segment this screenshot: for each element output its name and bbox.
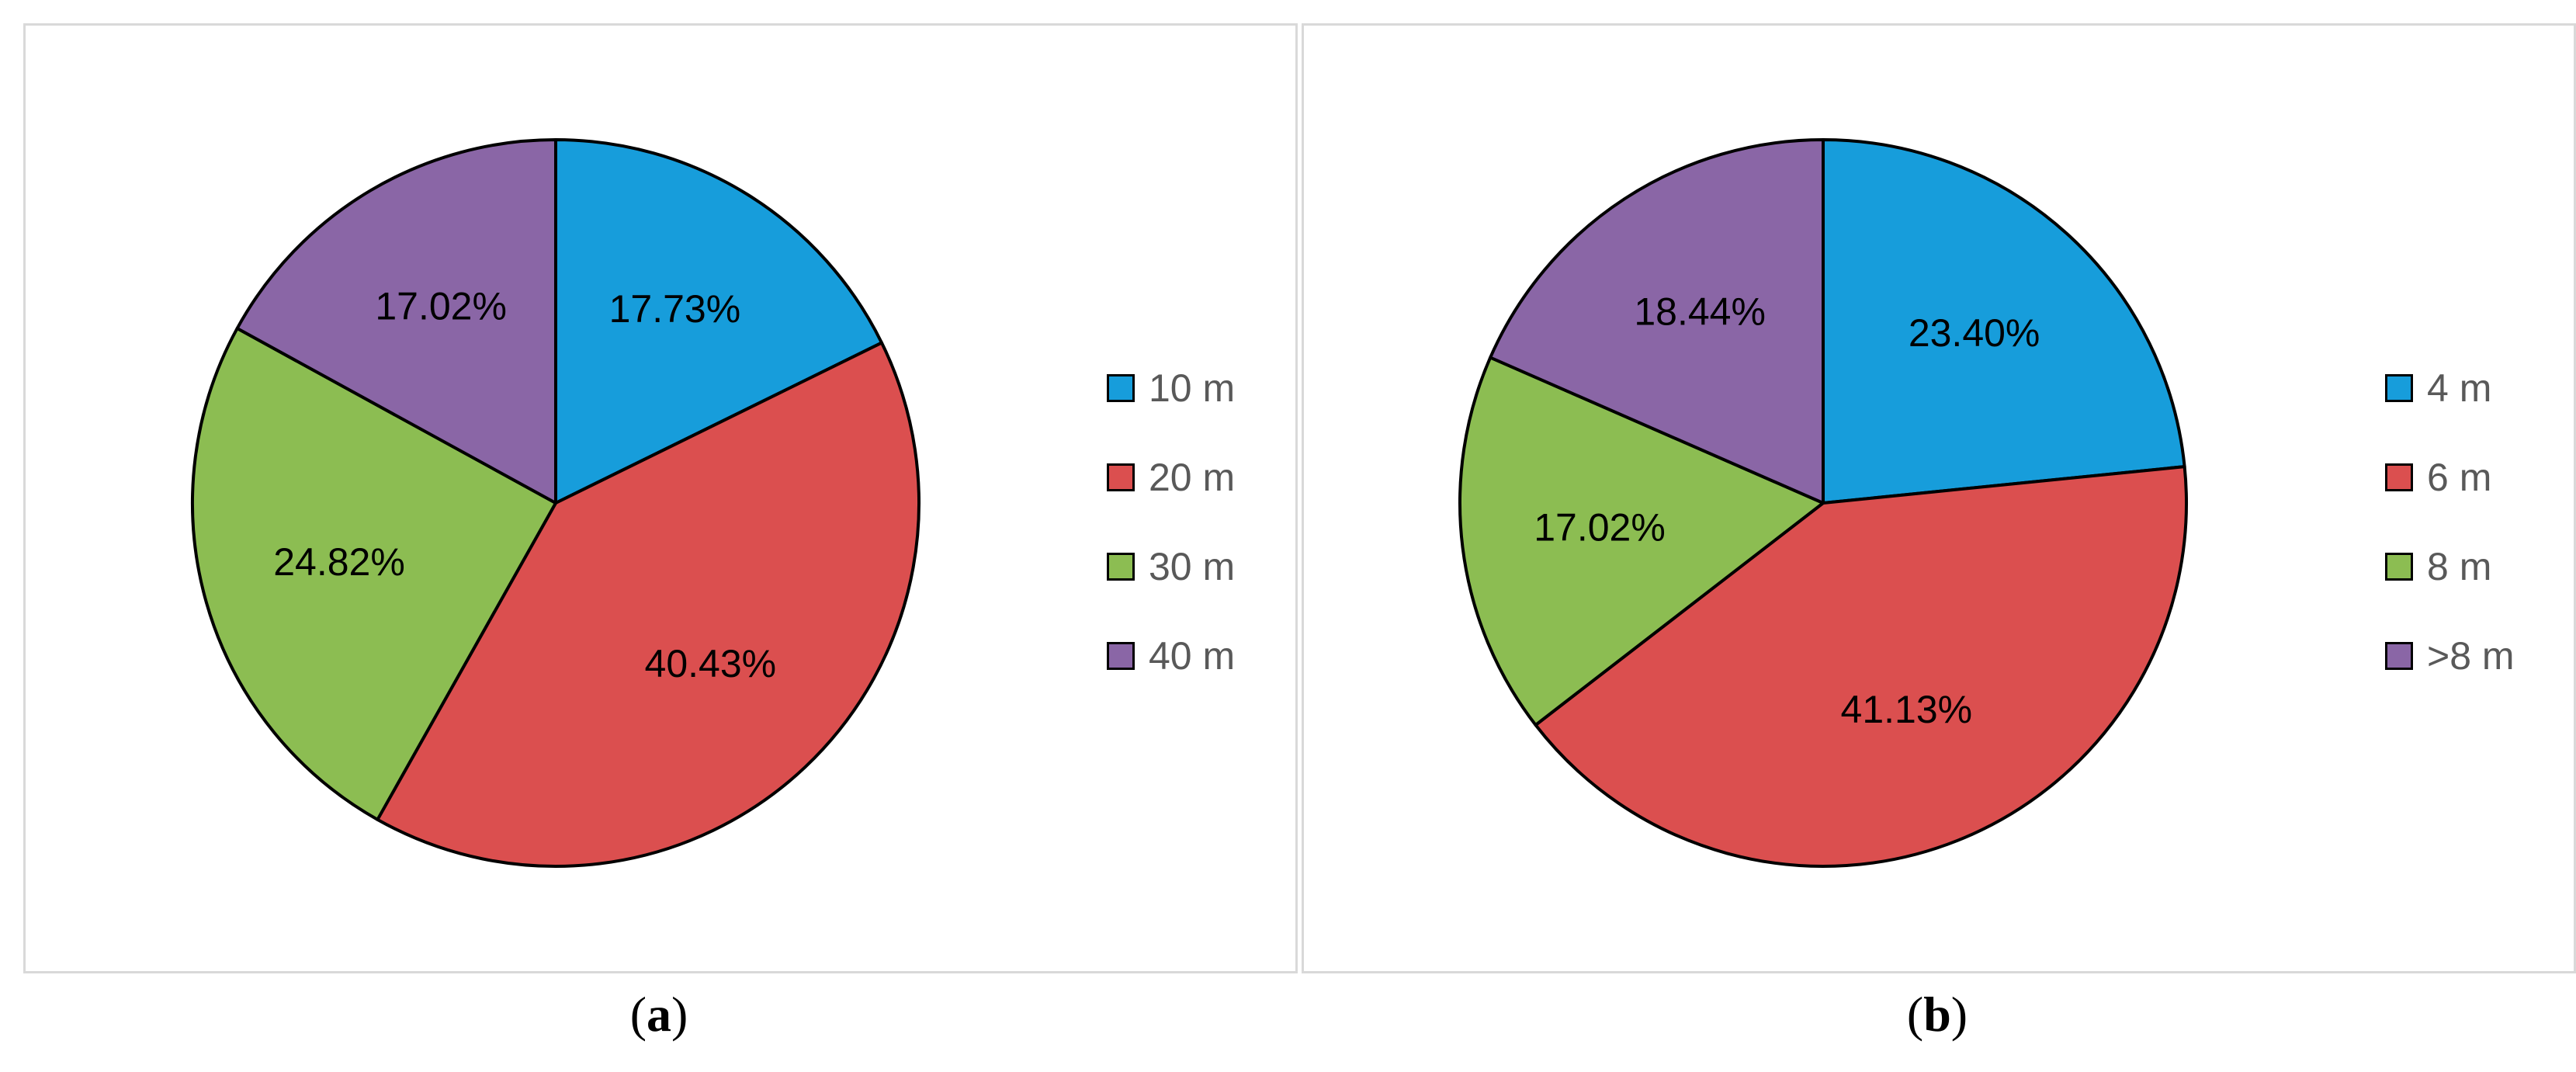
- legend-a: 10 m 20 m 30 m 40 m: [1107, 357, 1235, 714]
- chart-panel-a: 17.73% 40.43% 24.82% 17.02% 10 m 20 m 30 m …: [23, 23, 1298, 973]
- pie-slice: [1534, 465, 2188, 868]
- data-label: 17.02%: [1534, 506, 1666, 550]
- data-label: 40.43%: [645, 642, 777, 685]
- pie-slice: [376, 341, 920, 868]
- pie-chart-a: 17.73% 40.43% 24.82% 17.02%: [191, 138, 920, 868]
- legend-item: >8 m: [2385, 625, 2515, 714]
- pie-slice: [235, 138, 557, 505]
- legend-swatch: [1107, 642, 1135, 670]
- legend-label: 8 m: [2427, 545, 2492, 588]
- legend-item: 4 m: [2385, 357, 2515, 446]
- data-label: 41.13%: [1841, 688, 1973, 731]
- caption-b: (b): [1906, 987, 1968, 1042]
- legend-item: 8 m: [2385, 536, 2515, 625]
- legend-label: 20 m: [1149, 456, 1236, 499]
- legend-item: 20 m: [1107, 446, 1235, 536]
- legend-label: 40 m: [1149, 634, 1236, 678]
- legend-swatch: [1107, 553, 1135, 581]
- legend-item: 6 m: [2385, 446, 2515, 536]
- data-label: 18.44%: [1634, 290, 1766, 333]
- pie-slice: [191, 327, 557, 821]
- legend-item: 40 m: [1107, 625, 1235, 714]
- data-label: 24.82%: [273, 540, 405, 584]
- pie-slice: [554, 138, 884, 505]
- data-label: 17.73%: [609, 287, 741, 331]
- legend-swatch: [1107, 374, 1135, 402]
- legend-swatch: [2385, 553, 2413, 581]
- legend-label: 4 m: [2427, 366, 2492, 410]
- caption-a: (a): [629, 987, 688, 1042]
- legend-label: 10 m: [1149, 366, 1236, 410]
- pie-slice: [1489, 138, 1825, 505]
- data-label: 17.02%: [375, 285, 507, 328]
- pie-chart-b: 23.40% 41.13% 17.02% 18.44%: [1458, 138, 2188, 868]
- legend-label: 30 m: [1149, 545, 1236, 588]
- legend-swatch: [2385, 463, 2413, 491]
- chart-panel-b: 23.40% 41.13% 17.02% 18.44% 4 m 6 m 8 m >8 …: [1302, 23, 2576, 973]
- legend-swatch: [1107, 463, 1135, 491]
- legend-label: >8 m: [2427, 634, 2515, 678]
- pie-slice: [1458, 356, 1825, 727]
- legend-swatch: [2385, 374, 2413, 402]
- caption-letter: b: [1923, 987, 1951, 1042]
- legend-label: 6 m: [2427, 456, 2492, 499]
- legend-item: 10 m: [1107, 357, 1235, 446]
- legend-swatch: [2385, 642, 2413, 670]
- legend-item: 30 m: [1107, 536, 1235, 625]
- legend-b: 4 m 6 m 8 m >8 m: [2385, 357, 2515, 714]
- data-label: 23.40%: [1909, 311, 2040, 355]
- caption-letter: a: [647, 987, 671, 1042]
- pie-slice: [1822, 138, 2186, 505]
